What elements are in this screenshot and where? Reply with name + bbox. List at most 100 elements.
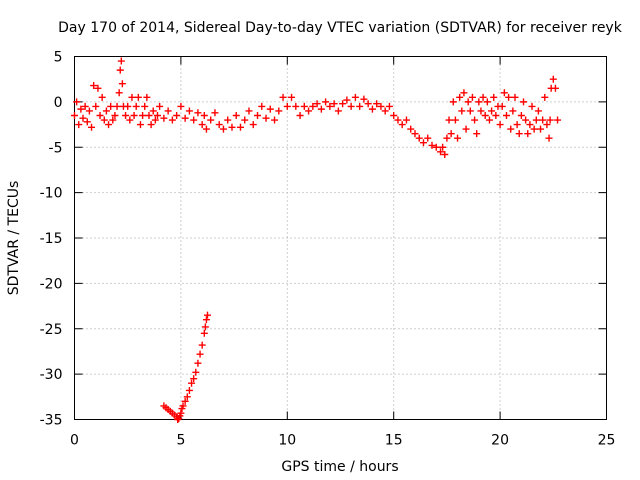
data-point xyxy=(156,102,164,110)
data-point xyxy=(126,116,134,124)
data-point xyxy=(107,102,115,110)
data-point xyxy=(211,109,219,117)
data-point xyxy=(437,148,445,156)
data-point xyxy=(471,116,479,124)
data-point xyxy=(373,100,381,108)
data-point xyxy=(168,116,176,124)
data-point xyxy=(439,143,447,151)
data-point xyxy=(151,116,159,124)
data-point xyxy=(275,107,283,115)
data-point xyxy=(443,134,451,142)
data-point xyxy=(473,130,481,138)
data-point xyxy=(181,397,189,405)
data-point xyxy=(124,102,132,110)
data-point xyxy=(254,111,262,119)
data-point xyxy=(411,130,419,138)
data-point xyxy=(288,93,296,101)
data-point xyxy=(122,111,130,119)
data-point xyxy=(200,329,208,337)
data-point xyxy=(343,96,351,104)
data-point xyxy=(81,102,89,110)
data-point xyxy=(147,121,155,129)
data-point xyxy=(207,116,215,124)
data-point xyxy=(398,121,406,129)
data-point xyxy=(537,125,545,133)
data-point xyxy=(271,116,279,124)
data-point xyxy=(201,323,209,331)
data-point xyxy=(194,359,202,367)
data-point xyxy=(534,107,542,115)
data-point xyxy=(351,93,359,101)
data-point xyxy=(381,107,389,115)
data-point xyxy=(524,130,532,138)
data-point xyxy=(245,107,253,115)
x-tick-label: 15 xyxy=(385,433,403,449)
data-point xyxy=(356,102,364,110)
data-point xyxy=(96,111,104,119)
data-point xyxy=(262,114,270,122)
data-point xyxy=(326,102,334,110)
data-point xyxy=(164,107,172,115)
data-point xyxy=(279,93,287,101)
data-point xyxy=(98,93,106,101)
data-point xyxy=(202,316,210,324)
data-point xyxy=(198,121,206,129)
data-point xyxy=(100,116,108,124)
data-point xyxy=(215,121,223,129)
data-point xyxy=(88,123,96,131)
chart-title: Day 170 of 2014, Sidereal Day-to-day VTE… xyxy=(58,20,623,36)
data-point xyxy=(92,102,100,110)
data-point xyxy=(136,121,144,129)
y-tick-label: -25 xyxy=(40,322,63,338)
data-point xyxy=(522,116,530,124)
data-point xyxy=(192,368,200,376)
data-point xyxy=(75,121,83,129)
data-point xyxy=(441,151,449,159)
data-point xyxy=(447,130,455,138)
data-point xyxy=(475,98,483,106)
data-point xyxy=(292,102,300,110)
data-point xyxy=(496,121,504,129)
data-point xyxy=(505,93,513,101)
y-tick-label: -5 xyxy=(49,140,63,156)
data-point xyxy=(202,125,210,133)
data-point xyxy=(177,409,185,417)
data-point xyxy=(196,350,204,358)
data-point xyxy=(464,98,472,106)
data-point xyxy=(517,111,525,119)
data-point xyxy=(466,107,474,115)
data-point xyxy=(232,111,240,119)
data-point xyxy=(313,100,321,108)
axis-ticks: 0 5 10 15 20 25 5 0 -5 -10 -15 -20 -25 -30 -35 xyxy=(40,50,616,449)
y-tick-label: -10 xyxy=(40,186,63,202)
data-point xyxy=(266,105,274,113)
data-point xyxy=(309,102,317,110)
x-tick-label: 5 xyxy=(176,433,185,449)
data-point xyxy=(153,111,161,119)
data-point xyxy=(460,89,468,97)
data-point xyxy=(507,125,515,133)
data-point xyxy=(174,416,182,423)
data-point xyxy=(77,105,85,113)
data-point xyxy=(224,116,232,124)
data-point xyxy=(83,118,91,126)
data-point xyxy=(483,98,491,106)
data-point xyxy=(419,139,427,147)
data-point xyxy=(139,111,147,119)
data-point xyxy=(128,93,136,101)
data-point xyxy=(498,102,506,110)
data-point xyxy=(545,134,553,142)
data-point xyxy=(317,105,325,113)
data-point xyxy=(200,111,208,119)
data-point xyxy=(532,116,540,124)
data-point xyxy=(485,116,493,124)
data-point xyxy=(490,93,498,101)
x-tick-label: 10 xyxy=(278,433,296,449)
data-point xyxy=(334,107,342,115)
y-tick-label: -15 xyxy=(40,231,63,247)
y-tick-label: -35 xyxy=(40,413,63,429)
data-point xyxy=(368,105,376,113)
data-point xyxy=(149,107,157,115)
data-point xyxy=(549,75,557,83)
data-point xyxy=(456,93,464,101)
